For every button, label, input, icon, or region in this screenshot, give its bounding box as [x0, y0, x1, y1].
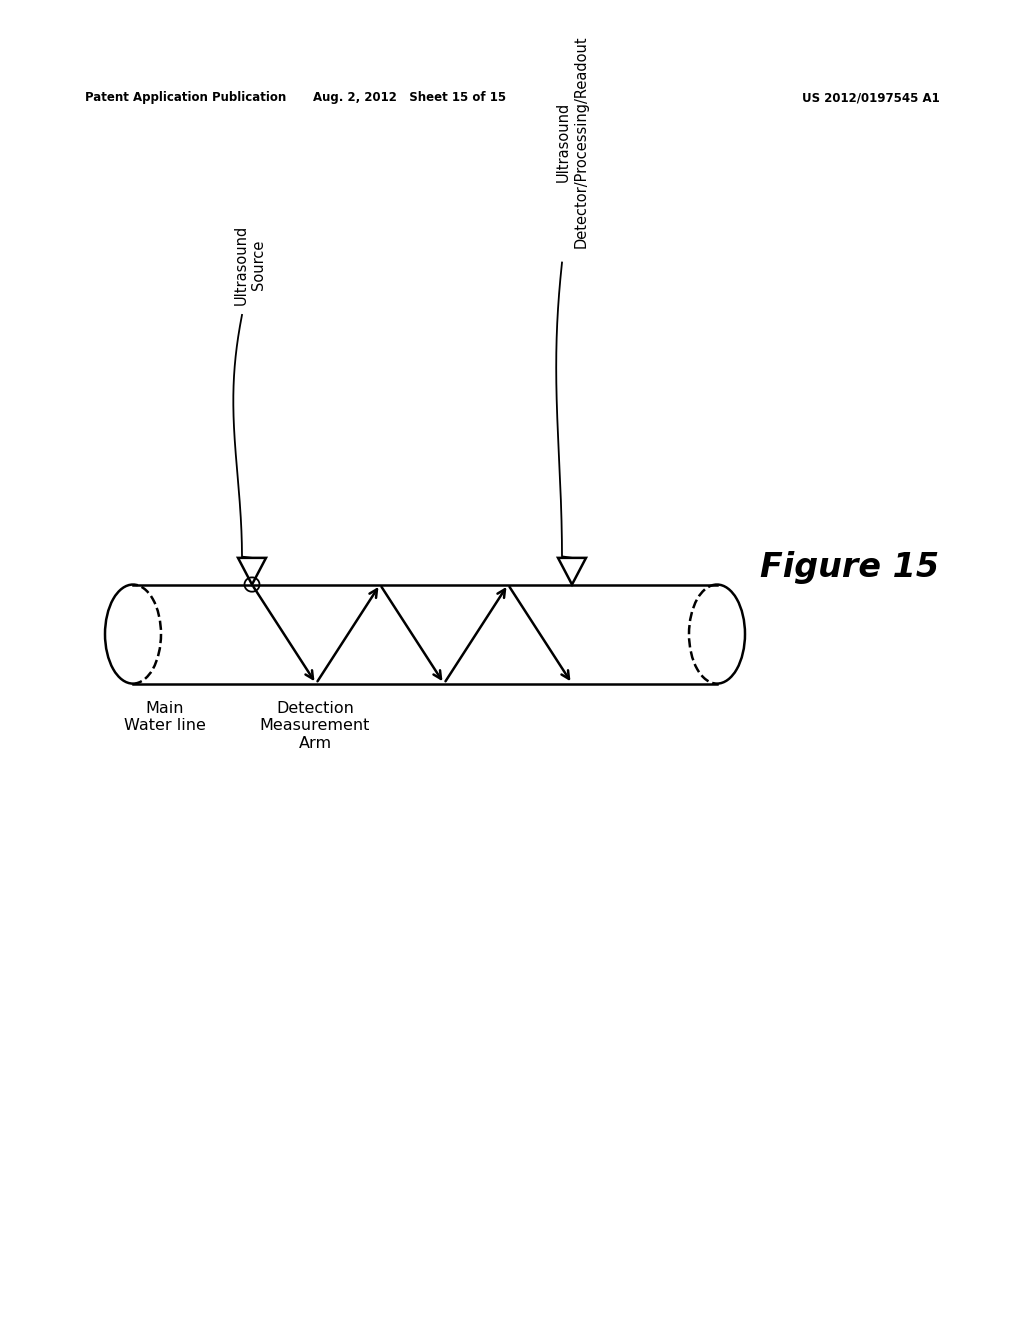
Text: Figure 15: Figure 15 — [761, 550, 940, 583]
Text: Detection
Measurement
Arm: Detection Measurement Arm — [260, 701, 371, 751]
Bar — [133, 585, 717, 684]
Text: Ultrasound
Detector/Processing/Readout: Ultrasound Detector/Processing/Readout — [556, 36, 588, 248]
Text: Main
Water line: Main Water line — [124, 701, 206, 733]
Text: US 2012/0197545 A1: US 2012/0197545 A1 — [802, 91, 940, 104]
Text: Aug. 2, 2012   Sheet 15 of 15: Aug. 2, 2012 Sheet 15 of 15 — [313, 91, 507, 104]
Text: Patent Application Publication: Patent Application Publication — [85, 91, 287, 104]
Text: Ultrasound
Source: Ultrasound Source — [233, 226, 266, 305]
